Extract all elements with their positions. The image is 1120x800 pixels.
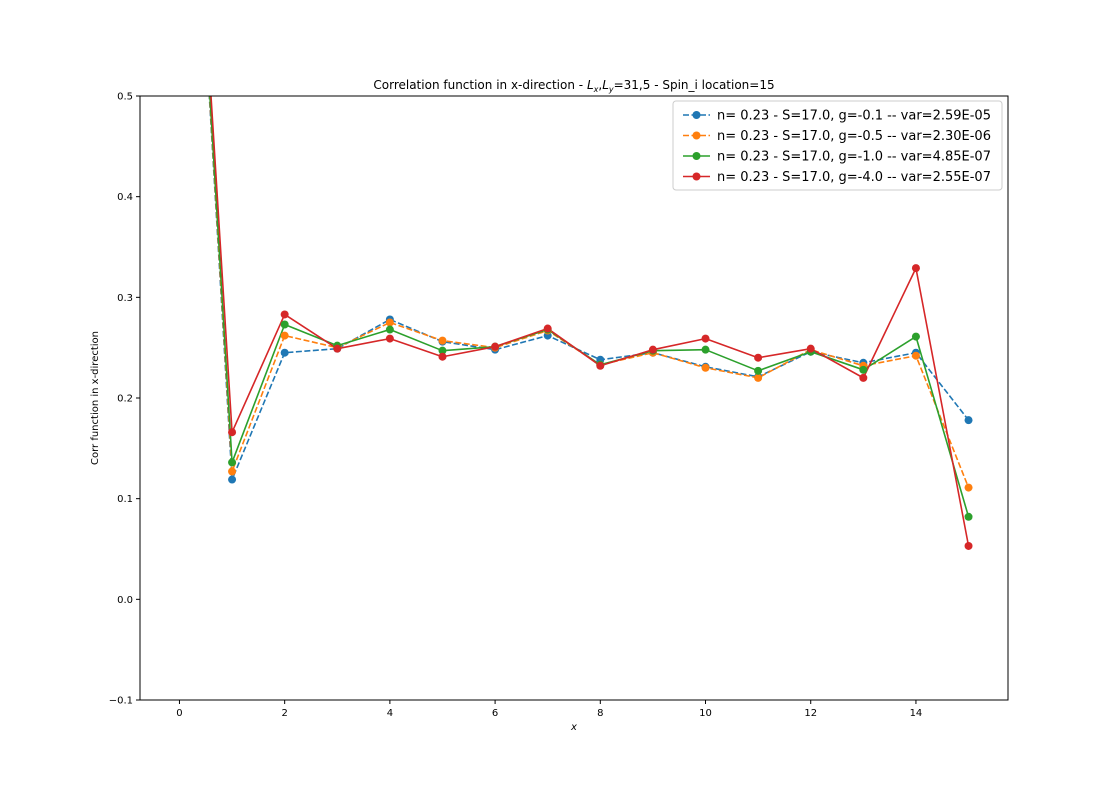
data-point <box>438 346 447 355</box>
legend-label: n= 0.23 - S=17.0, g=-0.5 -- var=2.30E-06 <box>717 129 991 144</box>
series-line-4 <box>210 96 970 547</box>
y-tick-label: 0.4 <box>117 192 133 203</box>
data-point <box>543 324 552 333</box>
data-point <box>228 467 237 476</box>
x-tick-label: 8 <box>597 708 603 719</box>
x-axis-label: x <box>570 722 577 733</box>
series-line-1 <box>208 96 970 481</box>
y-tick-label: 0.2 <box>117 394 133 405</box>
x-tick-label: 4 <box>387 708 393 719</box>
x-tick-label: 2 <box>281 708 287 719</box>
data-point <box>491 342 500 351</box>
chart-title: Correlation function in x-direction - Lx… <box>373 78 774 94</box>
data-point <box>806 344 815 353</box>
data-point <box>385 325 394 334</box>
legend: n= 0.23 - S=17.0, g=-0.1 -- var=2.59E-05… <box>672 100 1003 191</box>
legend-swatch-marker <box>692 131 701 140</box>
y-tick-label: 0.5 <box>117 92 133 103</box>
data-point <box>859 365 868 374</box>
x-tick-label: 10 <box>699 708 712 719</box>
data-point <box>280 348 289 357</box>
data-point <box>754 353 763 362</box>
data-point <box>701 363 710 372</box>
legend-label: n= 0.23 - S=17.0, g=-1.0 -- var=4.85E-07 <box>717 150 991 165</box>
data-point <box>911 332 920 341</box>
data-point <box>648 345 657 354</box>
legend-label: n= 0.23 - S=17.0, g=-0.1 -- var=2.59E-05 <box>717 109 991 124</box>
data-point <box>754 366 763 375</box>
data-point <box>228 458 237 467</box>
data-point <box>385 318 394 327</box>
data-point <box>228 475 237 484</box>
x-tick-label: 6 <box>492 708 498 719</box>
legend-swatch-marker <box>692 152 701 160</box>
data-point <box>859 373 868 382</box>
data-point <box>228 428 237 437</box>
data-point <box>438 352 447 361</box>
y-tick-label: 0.0 <box>117 595 133 606</box>
data-point <box>964 483 973 492</box>
y-tick-label: 0.3 <box>117 293 133 304</box>
data-point <box>701 334 710 343</box>
data-point <box>754 373 763 382</box>
legend-swatch-marker <box>692 111 701 119</box>
data-point <box>964 512 973 521</box>
data-point <box>438 336 447 345</box>
data-point <box>280 310 289 319</box>
data-point <box>701 345 710 354</box>
y-tick-label: −0.1 <box>109 696 133 707</box>
x-tick-label: 0 <box>176 708 182 719</box>
data-point <box>333 344 342 353</box>
data-point <box>280 331 289 340</box>
legend-label: n= 0.23 - S=17.0, g=-4.0 -- var=2.55E-07 <box>717 170 991 185</box>
x-tick-label: 12 <box>804 708 817 719</box>
data-point <box>385 334 394 343</box>
legend-box <box>672 100 1003 191</box>
x-tick-label: 14 <box>910 708 923 719</box>
data-point <box>596 361 605 370</box>
y-tick-label: 0.1 <box>117 494 133 505</box>
data-point <box>964 541 973 550</box>
data-point <box>911 351 920 360</box>
data-point <box>911 264 920 273</box>
legend-swatch-marker <box>692 172 701 181</box>
data-point <box>280 320 289 329</box>
y-axis-label: Corr function in x-direction <box>90 331 101 465</box>
data-point <box>964 416 973 425</box>
